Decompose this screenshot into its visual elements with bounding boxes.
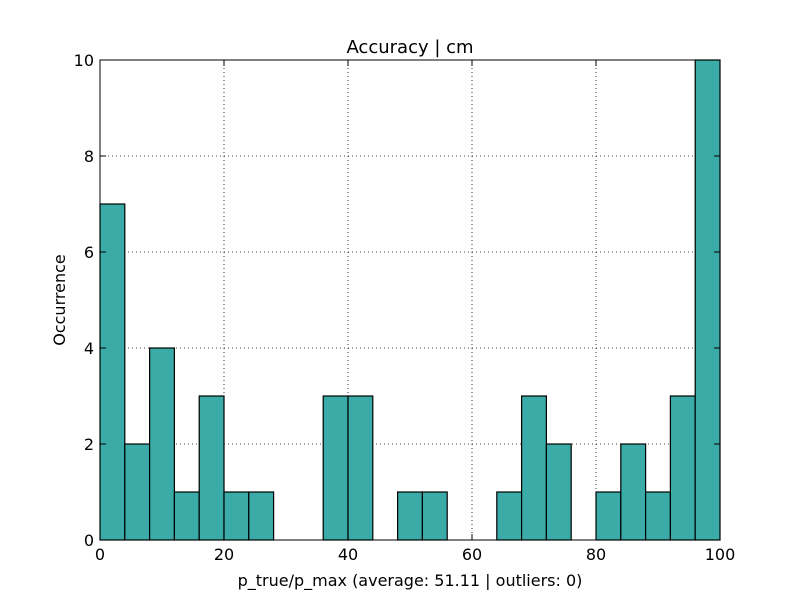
histogram-bar: [149, 347, 176, 541]
histogram-bar: [520, 395, 547, 541]
histogram-bar: [644, 491, 671, 541]
y-axis-label: Occurrence: [50, 254, 69, 345]
y-tick-label: 6: [84, 243, 94, 262]
x-tick-label: 40: [338, 545, 358, 564]
histogram-bar: [496, 491, 523, 541]
histogram-bar: [248, 491, 275, 541]
histogram-bar: [347, 395, 374, 541]
x-tick-label: 0: [95, 545, 105, 564]
x-tick-label: 20: [214, 545, 234, 564]
histogram-bar: [173, 491, 200, 541]
y-tick-label: 0: [84, 531, 94, 550]
histogram-bar: [669, 395, 696, 541]
plot-frame: [99, 59, 721, 541]
chart-title: Accuracy | cm: [346, 37, 473, 58]
x-tick-labels: 0 20 40 60 80 100: [95, 545, 735, 564]
x-axis-label: p_true/p_max (average: 51.11 | outliers:…: [238, 571, 583, 591]
histogram-bar: [545, 443, 572, 541]
histogram-bar: [99, 203, 126, 541]
y-tick-label: 10: [74, 51, 94, 70]
histogram-bar: [198, 395, 225, 541]
y-tick-labels: 0 2 4 6 8 10: [74, 51, 94, 550]
y-tick-label: 2: [84, 435, 94, 454]
histogram-bar: [595, 491, 622, 541]
y-tick-label: 8: [84, 147, 94, 166]
histogram-bar: [397, 491, 424, 541]
y-tick-label: 4: [84, 339, 94, 358]
x-tick-label: 60: [462, 545, 482, 564]
histogram-bar: [694, 59, 721, 541]
histogram-bar: [421, 491, 448, 541]
x-tick-label: 100: [705, 545, 736, 564]
histogram-bar: [124, 443, 151, 541]
histogram-bar: [322, 395, 349, 541]
histogram-bar: [223, 491, 250, 541]
x-tick-label: 80: [586, 545, 606, 564]
axis-ticks: [99, 59, 721, 541]
histogram-bars: [99, 59, 721, 541]
histogram-bar: [620, 443, 647, 541]
